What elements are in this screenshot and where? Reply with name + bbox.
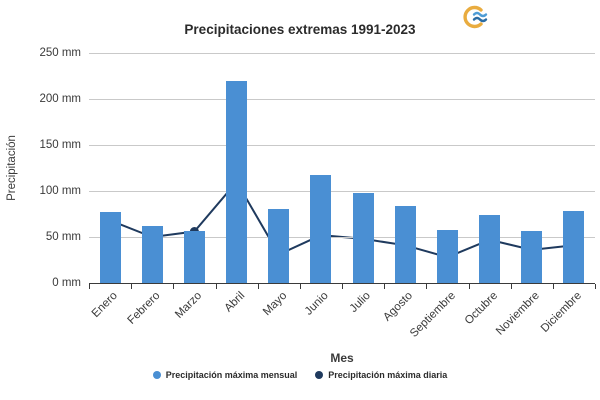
x-tick-3	[215, 284, 217, 289]
x-tick-8	[426, 284, 428, 289]
x-label-octubre: Octubre	[462, 289, 500, 328]
x-label-enero: Enero	[90, 289, 121, 320]
gridline-150	[89, 145, 595, 146]
bar-agosto	[394, 205, 416, 283]
y-tick-0: 0 mm	[52, 277, 81, 289]
bar-noviembre	[521, 231, 543, 283]
y-tick-250: 250 mm	[39, 47, 81, 59]
x-tick-12	[595, 284, 596, 289]
gridline-250	[89, 53, 595, 54]
logo-arc	[463, 5, 483, 29]
x-tick-2	[173, 284, 175, 289]
x-tick-9	[468, 284, 470, 289]
brand-logo-icon	[463, 5, 488, 29]
x-tick-1	[131, 284, 133, 289]
legend: Precipitación máxima mensual Precipitaci…	[0, 370, 600, 380]
bar-diciembre	[563, 211, 585, 283]
bar-febrero	[141, 225, 163, 283]
bar-septiembre	[436, 229, 458, 283]
line-path	[109, 180, 575, 259]
bar-junio	[310, 175, 332, 283]
x-label-marzo: Marzo	[173, 289, 205, 321]
x-label-junio: Junio	[303, 289, 332, 318]
legend-item-diaria[interactable]: Precipitación máxima diaria	[315, 370, 447, 380]
bar-enero	[99, 212, 121, 283]
x-tick-0	[89, 284, 90, 289]
line-series	[105, 177, 579, 262]
legend-marker-bar-icon	[152, 371, 161, 379]
bar-abril	[226, 80, 248, 283]
bar-julio	[352, 192, 374, 283]
bar-marzo	[183, 230, 205, 283]
y-tick-150: 150 mm	[39, 139, 81, 151]
x-tick-10	[510, 284, 512, 289]
legend-marker-line-icon	[315, 371, 324, 379]
x-tick-7	[384, 284, 386, 289]
logo-wave-top	[472, 11, 488, 18]
x-tick-5	[299, 284, 301, 289]
x-tick-11	[552, 284, 554, 289]
x-axis-label: Mes	[330, 351, 354, 365]
x-label-diciembre: Diciembre	[539, 289, 585, 335]
x-tick-4	[257, 284, 259, 289]
x-label-agosto: Agosto	[381, 289, 416, 324]
x-label-abril: Abril	[222, 289, 247, 315]
plot-area	[89, 53, 595, 284]
legend-label-diaria: Precipitación máxima diaria	[328, 370, 448, 380]
legend-label-mensual: Precipitación máxima mensual	[165, 370, 298, 380]
x-label-septiembre: Septiembre	[407, 289, 458, 340]
gridline-100	[89, 191, 595, 192]
x-tick-6	[342, 284, 343, 289]
bar-octubre	[479, 214, 501, 283]
x-label-febrero: Febrero	[125, 289, 163, 327]
x-label-julio: Julio	[348, 289, 374, 315]
gridline-200	[89, 99, 595, 100]
chart-title: Precipitaciones extremas 1991-2023	[184, 22, 416, 37]
gridline-50	[89, 237, 595, 238]
y-tick-100: 100 mm	[39, 185, 81, 197]
logo-wave-bottom	[472, 16, 488, 23]
x-label-mayo: Mayo	[260, 289, 289, 319]
legend-item-mensual[interactable]: Precipitación máxima mensual	[152, 370, 298, 380]
x-label-noviembre: Noviembre	[494, 289, 542, 338]
y-tick-200: 200 mm	[39, 93, 81, 105]
y-axis-label: Precipitación	[6, 135, 18, 201]
bar-mayo	[268, 209, 290, 283]
y-tick-50: 50 mm	[45, 231, 81, 243]
